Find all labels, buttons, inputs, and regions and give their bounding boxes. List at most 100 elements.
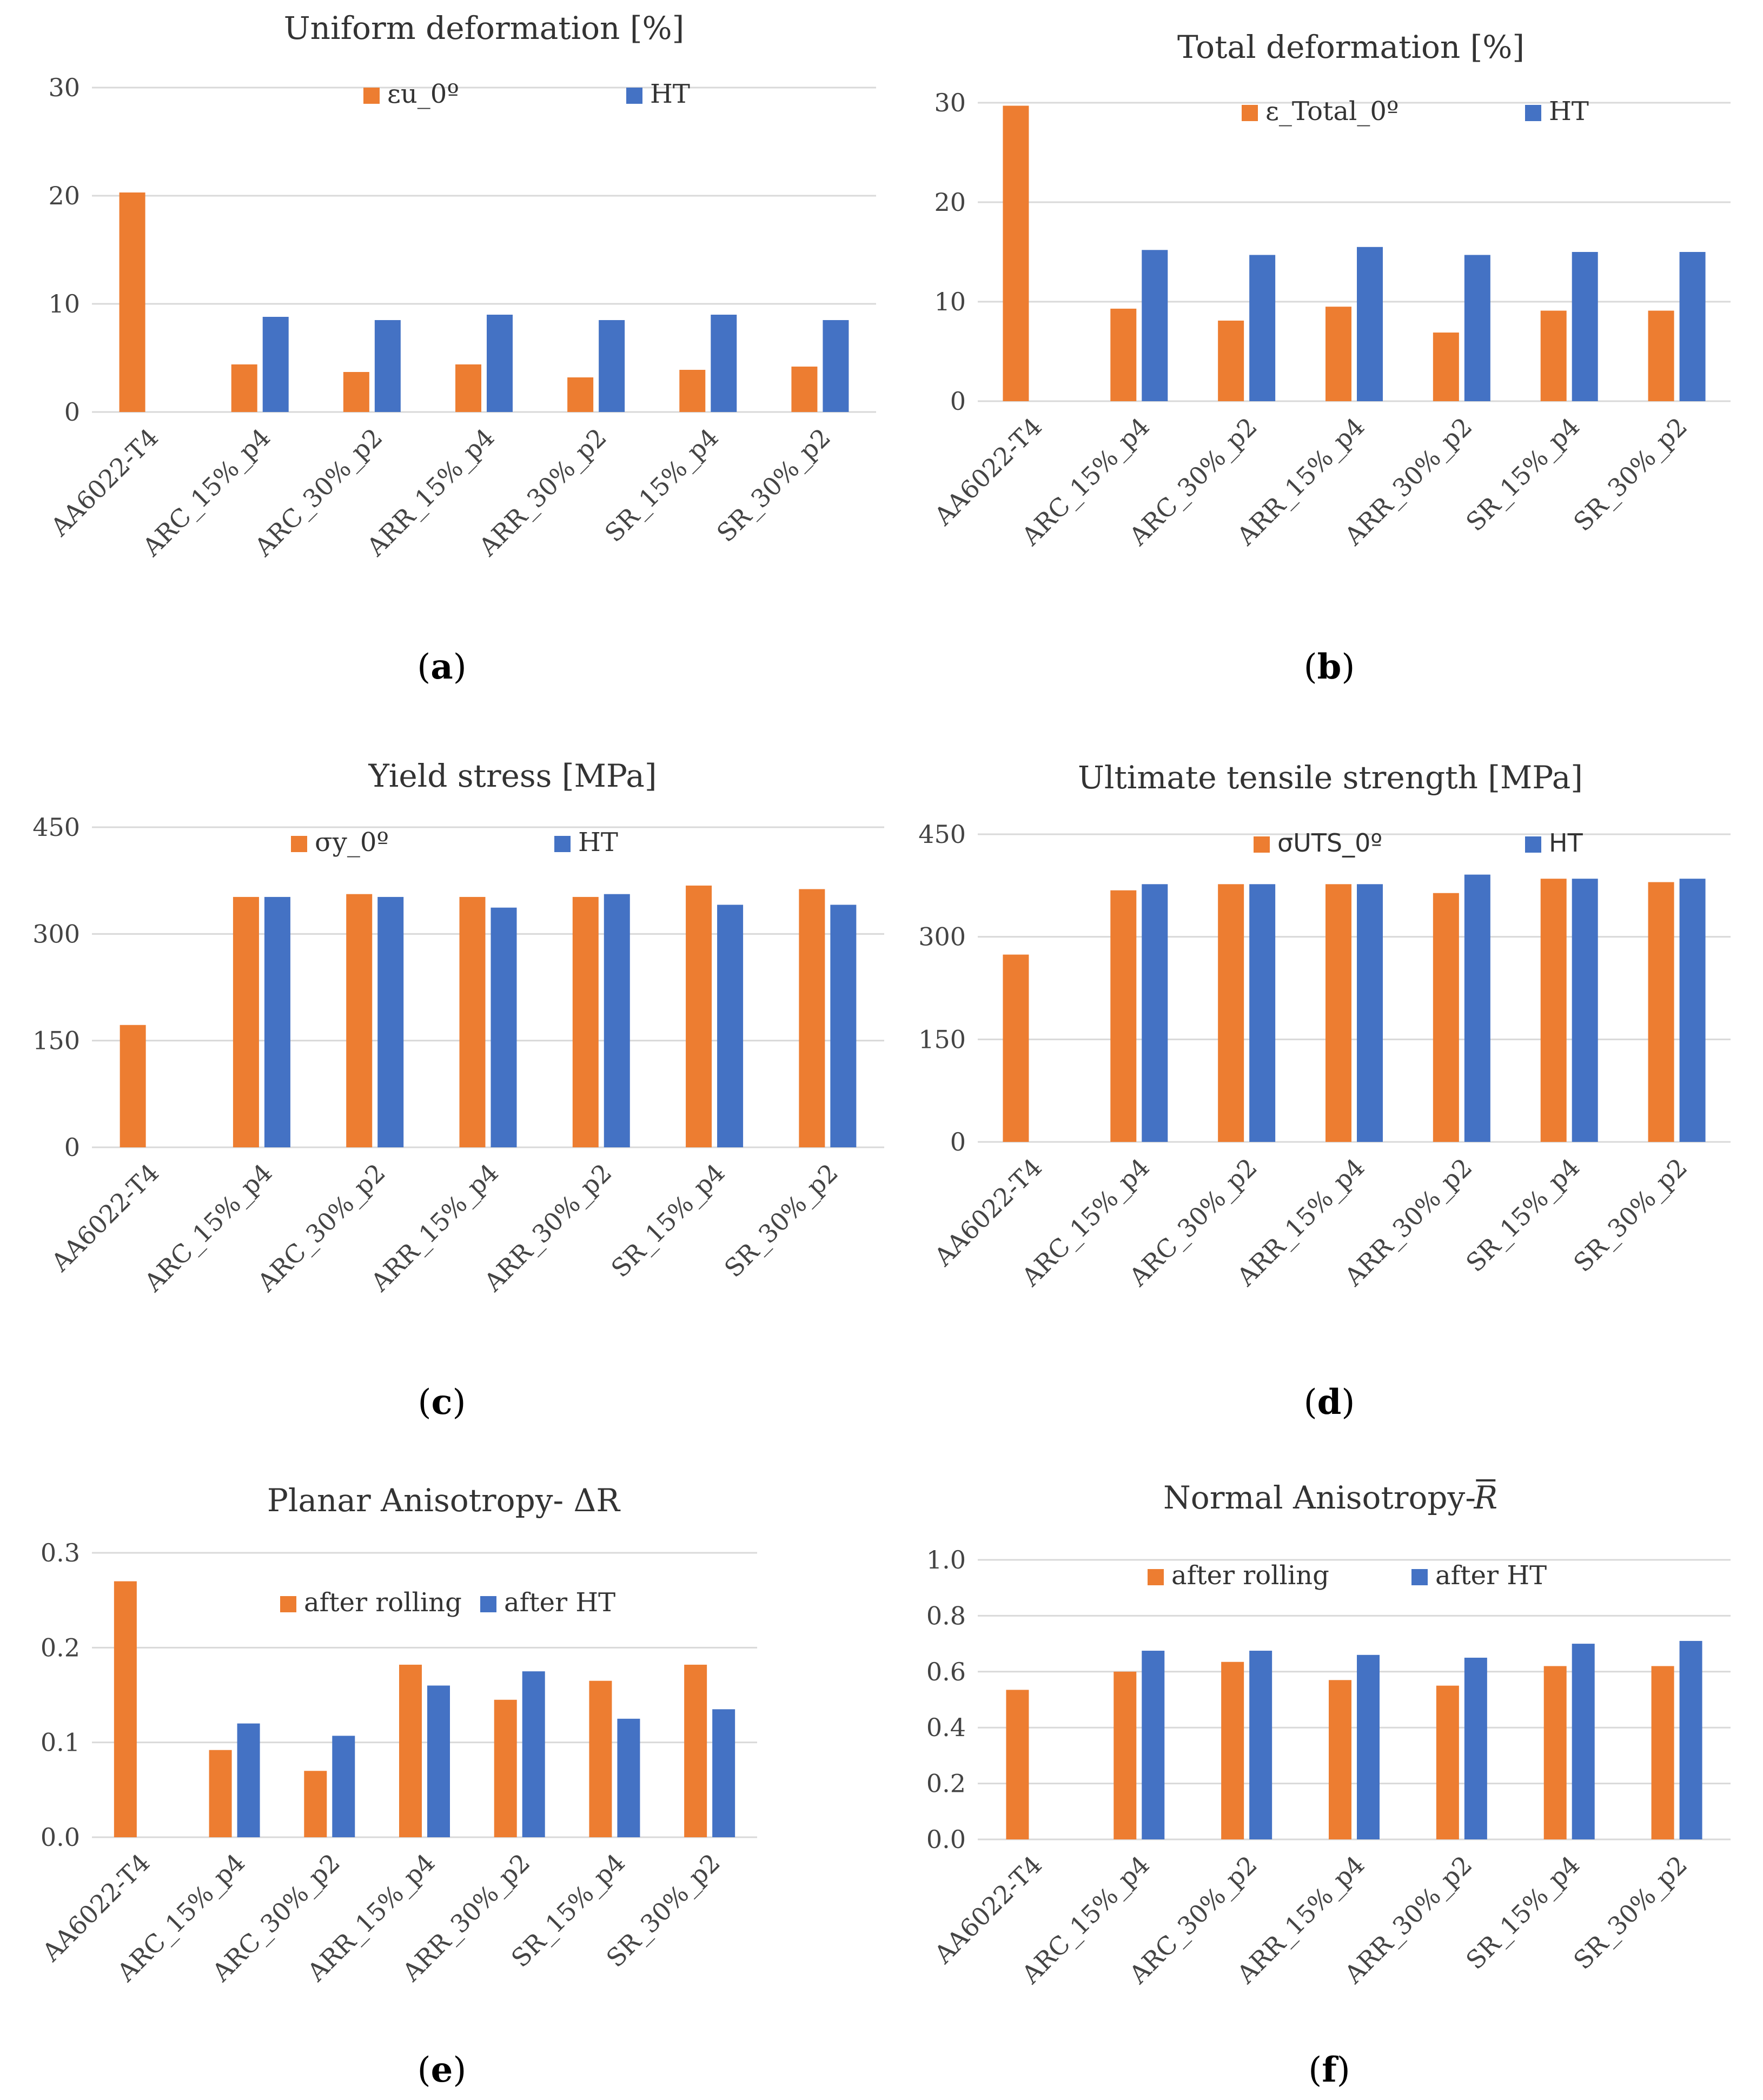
y-tick-label: 0.1: [41, 1728, 80, 1757]
bar-series2-2: [1249, 255, 1276, 401]
bar-series2-5: [711, 315, 737, 412]
bar-series1-6: [799, 889, 825, 1147]
y-tick-label: 150: [918, 1025, 966, 1054]
r-bar-symbol: R: [1473, 1479, 1497, 1516]
y-tick-label: 0.6: [926, 1657, 966, 1686]
bar-series1-0: [119, 192, 145, 412]
bar-series2-5: [1572, 1644, 1595, 1839]
legend-swatch-2: [1411, 1569, 1428, 1585]
caption-paren-open: (: [418, 1383, 432, 1423]
bar-series2-1: [237, 1723, 260, 1837]
bar-series1-4: [1436, 1685, 1459, 1839]
y-tick-label: 0.2: [926, 1769, 966, 1798]
y-tick-label: 300: [918, 922, 966, 952]
bar-series1-3: [399, 1664, 422, 1837]
y-tick-label: 450: [918, 820, 966, 849]
bar-series1-5: [1540, 879, 1567, 1142]
bar-series1-2: [1218, 320, 1244, 401]
x-category-label: AA6022-T4: [928, 1153, 1048, 1272]
bar-series2-5: [1572, 879, 1598, 1142]
chart-panel-a: Uniform deformation [%]0102030AA6022-T4A…: [44, 10, 876, 687]
y-tick-label: 20: [934, 188, 966, 217]
y-tick-label: 0: [950, 387, 966, 416]
x-category-label: SR_30%_p2: [1568, 1153, 1693, 1278]
bar-series2-2: [1249, 1651, 1272, 1839]
y-tick-label: 0.0: [926, 1825, 966, 1854]
legend-swatch-2: [480, 1596, 496, 1612]
legend-swatch-2: [554, 836, 571, 852]
chart-title: Ultimate tensile strength [MPa]: [1078, 759, 1583, 796]
bar-series2-3: [487, 315, 513, 412]
y-tick-label: 450: [32, 813, 80, 842]
bar-series2-3: [1357, 1654, 1380, 1839]
bar-series2-6: [830, 905, 857, 1147]
caption-paren-close: ): [453, 2050, 466, 2090]
bar-series2-4: [599, 320, 625, 412]
legend-swatch-1: [1242, 105, 1258, 121]
x-category-label: SR_15%_p4: [1460, 1153, 1585, 1278]
y-tick-label: 30: [48, 73, 80, 102]
bar-series2-6: [1679, 252, 1706, 401]
bar-series1-6: [1648, 310, 1674, 401]
x-category-label: SR_30%_p2: [1568, 1850, 1693, 1975]
legend-label-2: after HT: [1435, 1560, 1547, 1591]
caption-letter: d: [1317, 1382, 1342, 1423]
bar-series1-2: [1218, 884, 1244, 1142]
bar-series1-0: [1003, 105, 1029, 401]
y-tick-label: 1.0: [926, 1545, 966, 1574]
caption-letter: f: [1322, 2050, 1338, 2090]
chart-panel-b: Total deformation [%]0102030AA6022-T4ARC…: [928, 29, 1731, 687]
legend-label-1: after rolling: [1171, 1560, 1329, 1591]
y-tick-label: 300: [32, 919, 80, 948]
y-tick-label: 30: [934, 88, 966, 117]
legend-label-1: after rolling: [304, 1587, 462, 1618]
caption-letter: c: [432, 1382, 453, 1423]
bar-series1-1: [209, 1750, 232, 1837]
panel-caption: (a): [417, 647, 466, 687]
y-tick-label: 10: [48, 289, 80, 318]
legend-swatch-2: [626, 88, 642, 104]
panel-caption: (e): [417, 2050, 467, 2090]
bar-series1-5: [1543, 1666, 1567, 1839]
caption-paren-open: (: [1304, 1383, 1317, 1423]
x-category-label: SR_15%_p4: [1460, 1850, 1585, 1975]
bar-series2-1: [262, 317, 289, 412]
legend-label-2: HT: [1549, 96, 1589, 127]
x-category-label: SR_30%_p2: [1568, 412, 1693, 537]
bar-series1-1: [1110, 308, 1137, 401]
legend-swatch-2: [1525, 105, 1541, 121]
caption-paren-close: ): [452, 1383, 466, 1423]
bar-series1-5: [679, 370, 706, 412]
bar-series1-6: [1648, 882, 1674, 1142]
y-tick-label: 0.3: [41, 1538, 80, 1567]
legend-swatch-2: [1525, 836, 1541, 853]
legend-label-1: σUTS_0º: [1277, 828, 1382, 858]
bar-series1-6: [684, 1664, 707, 1837]
bar-series2-1: [1142, 884, 1168, 1142]
bar-series2-1: [1142, 250, 1168, 401]
bar-series1-0: [1006, 1690, 1029, 1839]
bar-series2-4: [604, 894, 630, 1147]
y-tick-label: 150: [32, 1026, 80, 1055]
bar-series1-4: [567, 377, 594, 412]
bar-series1-3: [1329, 1680, 1351, 1839]
bar-series1-0: [114, 1581, 137, 1837]
bar-series2-6: [823, 320, 849, 412]
caption-paren-close: ): [1337, 2050, 1350, 2090]
bar-series2-2: [332, 1736, 355, 1837]
bar-series1-3: [455, 364, 481, 412]
bar-series1-4: [1433, 333, 1459, 401]
caption-paren-open: (: [417, 647, 430, 687]
chart-panel-d: Ultimate tensile strength [MPa] 0 150 300 45…: [918, 759, 1731, 1423]
y-tick-label: 10: [934, 287, 966, 316]
bar-series1-4: [494, 1699, 517, 1837]
bar-series1-2: [346, 894, 373, 1147]
x-category-label: SR_15%_p4: [606, 1158, 731, 1283]
bar-series1-5: [1540, 310, 1567, 401]
bar-series1-2: [343, 372, 369, 412]
bar-series2-5: [617, 1718, 640, 1837]
bar-series1-2: [304, 1771, 327, 1837]
chart-title: Yield stress [MPa]: [368, 757, 657, 794]
caption-letter: e: [431, 2050, 453, 2090]
caption-paren-close: ): [1341, 647, 1355, 687]
